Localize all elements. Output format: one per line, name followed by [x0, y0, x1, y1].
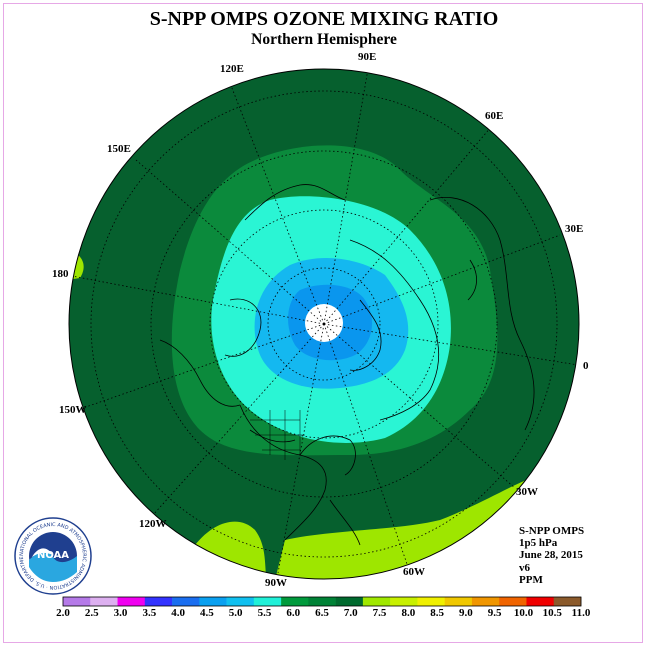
- colorbar-tick-label: 9.0: [459, 607, 473, 619]
- colorbar-swatch: [362, 597, 391, 606]
- logo-text: NOAA: [37, 550, 69, 561]
- colorbar-swatch: [226, 597, 255, 606]
- colorbar-swatch: [144, 597, 173, 606]
- colorbar-tick-label: 7.5: [372, 607, 387, 619]
- colorbar-swatch: [172, 597, 200, 606]
- colorbar-tick-label: 5.5: [257, 607, 272, 619]
- colorbar-swatch: [553, 597, 582, 606]
- colorbar-tick-label: 9.5: [487, 607, 502, 619]
- colorbar-tick-label: 6.0: [286, 607, 301, 619]
- colorbar-swatch: [117, 597, 146, 606]
- colorbar-outline: [62, 596, 582, 607]
- colorbar-tick-label: 10.5: [542, 607, 562, 619]
- globe-outline: [68, 68, 580, 580]
- colorbar-tick-label: 2.0: [56, 607, 70, 619]
- lon-label-0: 0: [583, 360, 589, 372]
- colorbar-swatch: [63, 597, 91, 606]
- colorbar-swatch: [281, 597, 309, 606]
- colorbar-swatch: [499, 597, 527, 606]
- lon-label-60e: 60E: [485, 110, 504, 122]
- lon-label-90w: 90W: [265, 577, 287, 589]
- colorbar-tick-label: 3.5: [142, 607, 157, 619]
- colorbar-swatch: [390, 597, 418, 606]
- colorbar-swatch: [417, 597, 445, 606]
- colorbar-tick-label: 5.0: [228, 607, 243, 619]
- units-label: PPM: [519, 573, 543, 586]
- colorbar-tick-label: 2.5: [84, 607, 99, 619]
- colorbar-swatch: [444, 597, 473, 606]
- us-state-boundaries: [250, 410, 305, 460]
- colorbar-swatch: [199, 597, 227, 606]
- map-subtitle: Northern Hemisphere: [251, 31, 397, 48]
- colorbar-tick-label: 10.0: [513, 607, 534, 619]
- figure-frame: [3, 3, 643, 643]
- version-label: v6: [519, 561, 530, 574]
- lon-label-120w: 120W: [139, 518, 167, 530]
- instrument-label: S-NPP OMPS: [519, 525, 585, 537]
- lon-label-150e: 150E: [107, 143, 131, 155]
- colorbar-tick-label: 4.5: [200, 607, 214, 619]
- graticule: [71, 69, 579, 574]
- colorbar-tick-label: 3.0: [113, 607, 128, 619]
- colorbar-tick-label: 8.5: [430, 607, 444, 619]
- lon-label-90e: 90E: [358, 51, 377, 63]
- colorbar-tick-label: 7.0: [343, 607, 358, 619]
- colorbar-tick-label: 11.0: [571, 607, 591, 619]
- lon-label-30e: 30E: [565, 223, 584, 235]
- colorbar-swatch: [308, 597, 336, 606]
- date-label: June 28, 2015: [519, 549, 583, 562]
- metadata-block: S-NPP OMPS 1p5 hPa June 28, 2015 v6 PPM: [519, 525, 584, 586]
- map-title: S-NPP OMPS OZONE MIXING RATIO: [149, 8, 499, 30]
- lon-label-180: 180: [52, 268, 69, 280]
- coastlines: [159, 184, 535, 546]
- lon-label-30w: 30W: [516, 486, 538, 498]
- colorbar-tick-label: 6.5: [315, 607, 329, 619]
- colorbar-swatch: [335, 597, 364, 606]
- colorbar-swatch: [471, 597, 500, 606]
- colorbar-swatch: [90, 597, 118, 606]
- noaa-logo: NATIONAL OCEANIC AND ATMOSPHERIC ADMINIS…: [14, 517, 92, 595]
- lon-label-120e: 120E: [220, 63, 244, 75]
- lon-label-150w: 150W: [59, 404, 87, 416]
- pressure-level-label: 1p5 hPa: [519, 537, 558, 550]
- colorbar-swatch: [526, 597, 555, 606]
- colorbar-tick-label: 8.0: [401, 607, 416, 619]
- colorbar-tick-label: 4.0: [171, 607, 185, 619]
- colorbar-swatch: [253, 597, 282, 606]
- lon-label-60w: 60W: [403, 566, 425, 578]
